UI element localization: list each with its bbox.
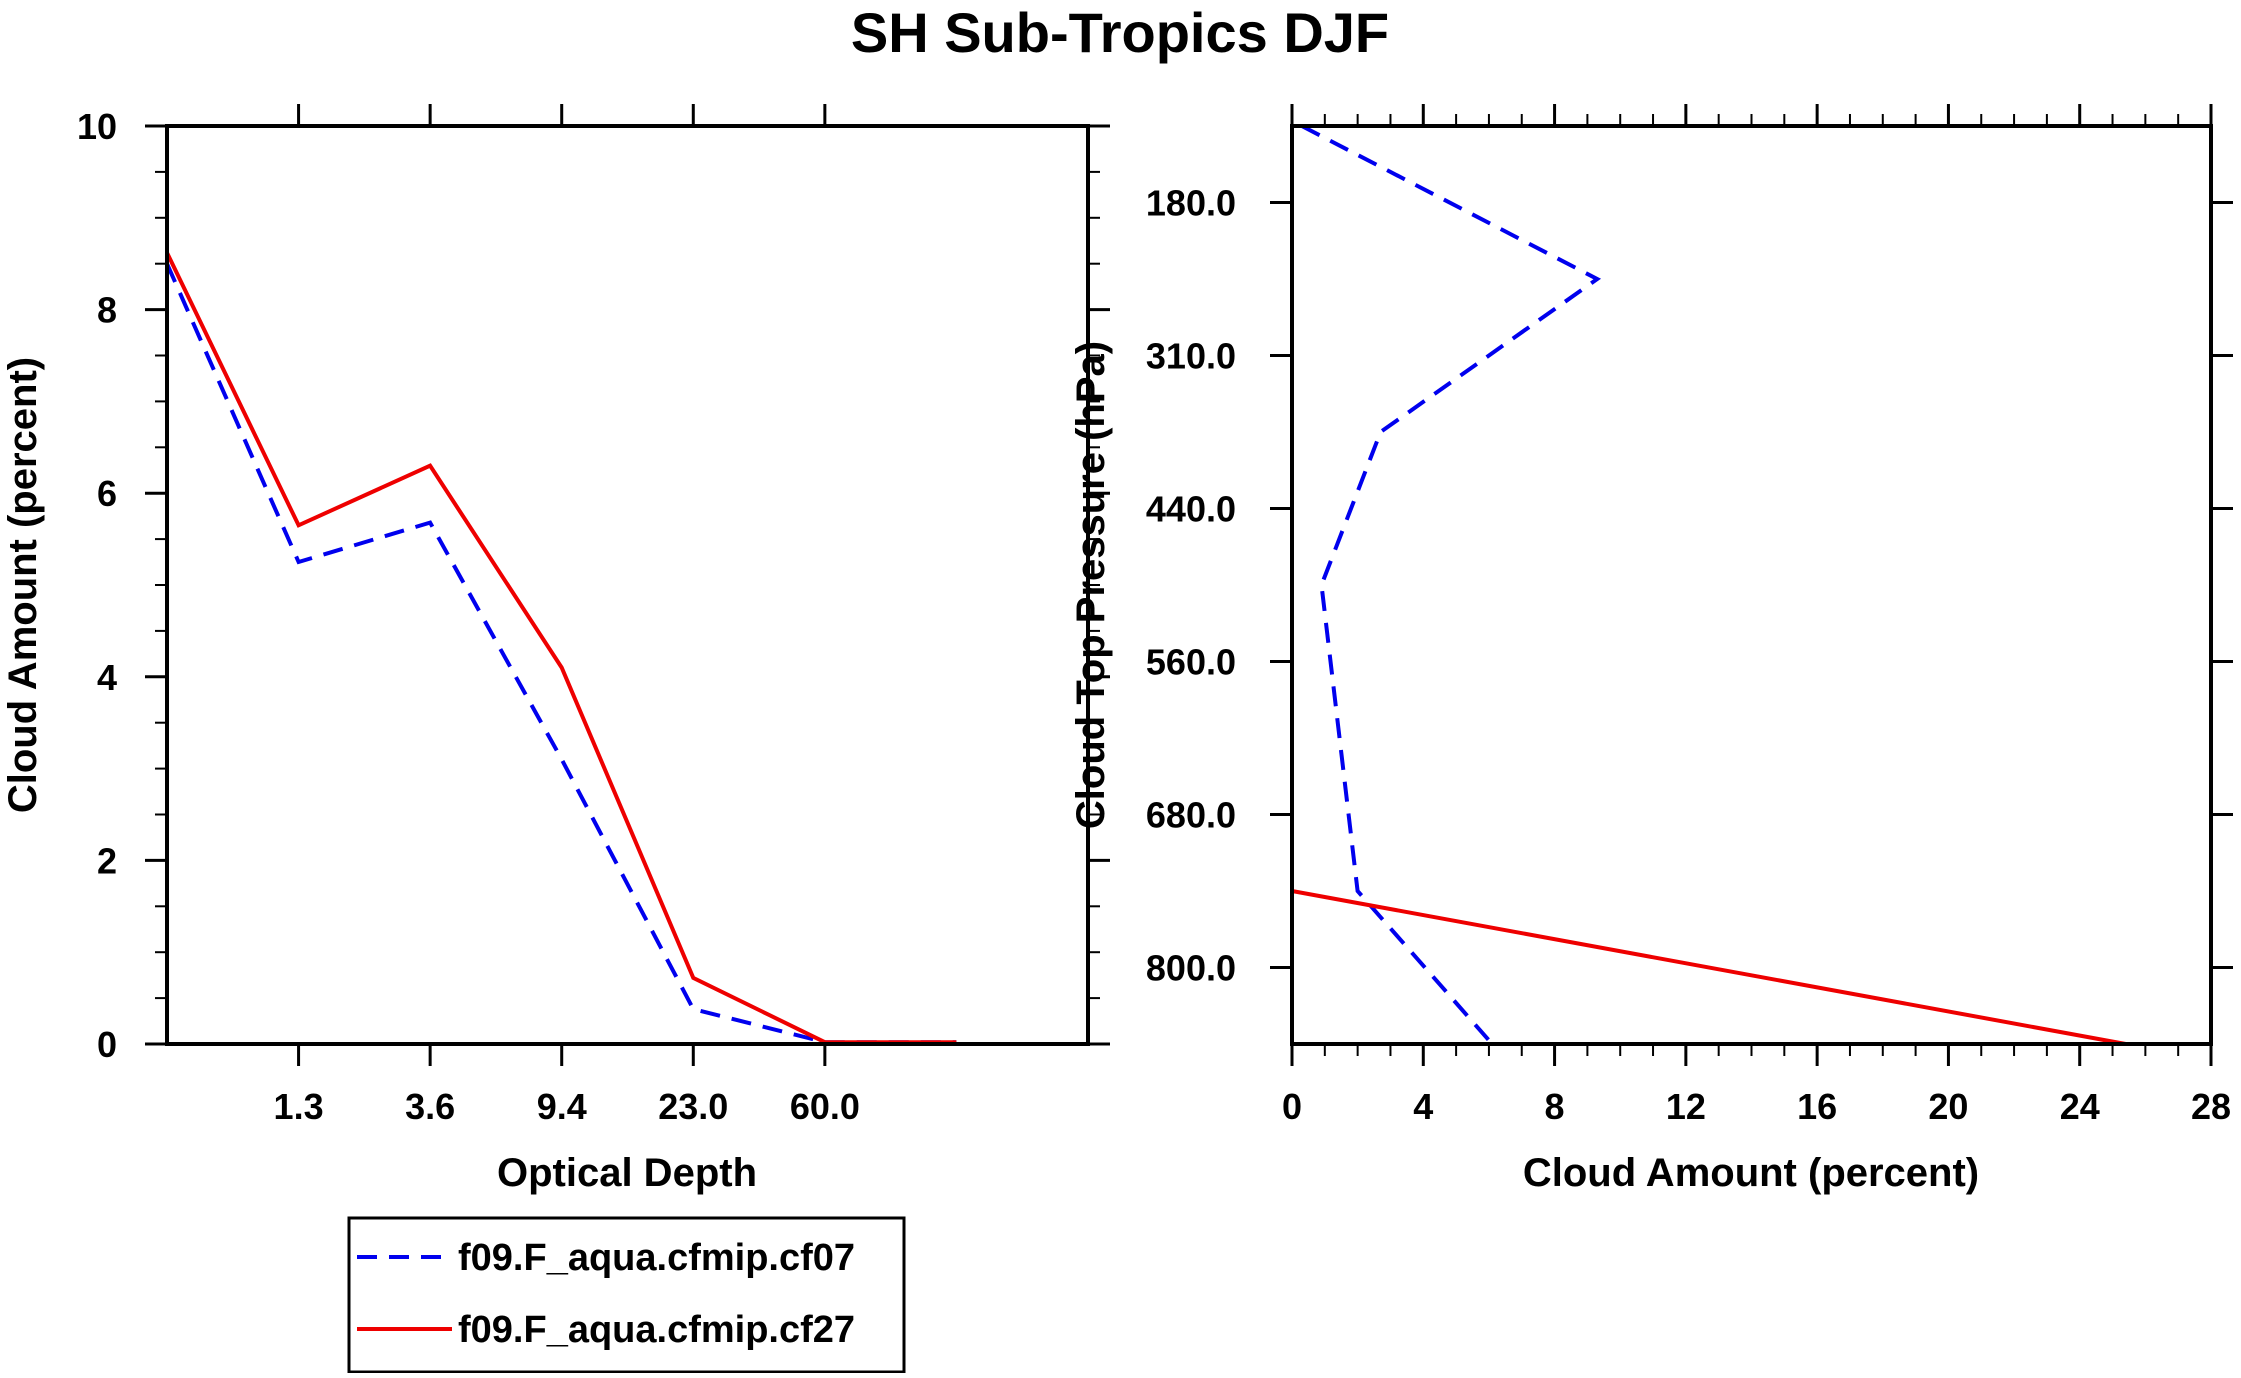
left-y-axis-label: Cloud Amount (percent) bbox=[1, 357, 45, 813]
right-y-tick-label: 180.0 bbox=[1146, 183, 1236, 224]
right-y-tick-label: 310.0 bbox=[1146, 336, 1236, 377]
left-y-tick-label: 10 bbox=[77, 106, 117, 147]
right-panel-tick-labels: 0 4 8 12 16 20 24 28 180.0 310.0 440.0 560.0 680.0 80… bbox=[1146, 183, 2231, 1128]
right-y-tick-label: 680.0 bbox=[1146, 795, 1236, 836]
left-panel-series bbox=[165, 251, 957, 1045]
right-x-tick-label: 16 bbox=[1797, 1086, 1837, 1127]
right-plot-frame bbox=[1290, 124, 2213, 1046]
left-x-tick-label: 3.6 bbox=[405, 1086, 455, 1127]
right-x-tick-label: 24 bbox=[2060, 1086, 2100, 1127]
left-plot-frame bbox=[165, 124, 1090, 1046]
right-y-tick-label: 800.0 bbox=[1146, 948, 1236, 989]
left-panel-ticks bbox=[145, 104, 1110, 1066]
right-x-tick-label: 4 bbox=[1413, 1086, 1433, 1127]
right-series-line-f09.F_aqua.cfmip.cf27 bbox=[1291, 889, 2127, 1046]
legend-box bbox=[347, 1216, 906, 1374]
legend-label-cf07: f09.F_aqua.cfmip.cf07 bbox=[458, 1237, 855, 1279]
left-x-tick-label: 9.4 bbox=[537, 1086, 587, 1127]
right-x-tick-label: 20 bbox=[1928, 1086, 1968, 1127]
legend-label-cf27: f09.F_aqua.cfmip.cf27 bbox=[458, 1309, 855, 1351]
right-y-tick-label: 560.0 bbox=[1146, 642, 1236, 683]
left-panel-tick-labels: 0 2 4 6 8 10 1.3 3.6 9.4 23.0 60.0 bbox=[77, 106, 860, 1127]
right-series-line-f09.F_aqua.cfmip.cf07 bbox=[1300, 124, 1602, 1046]
right-y-tick-label: 440.0 bbox=[1146, 489, 1236, 530]
left-x-tick-label: 23.0 bbox=[658, 1086, 728, 1127]
right-panel: 0 4 8 12 16 20 24 28 180.0 310.0 440.0 560.0 680.0 80… bbox=[1069, 104, 2233, 1195]
legend: f09.F_aqua.cfmip.cf07 f09.F_aqua.cfmip.c… bbox=[347, 1216, 906, 1374]
right-x-tick-label: 0 bbox=[1282, 1086, 1302, 1127]
left-y-tick-label: 8 bbox=[97, 290, 117, 331]
left-x-axis-label: Optical Depth bbox=[497, 1151, 757, 1195]
right-x-tick-label: 28 bbox=[2191, 1086, 2231, 1127]
left-series-line-f09.F_aqua.cfmip.cf07 bbox=[165, 262, 957, 1045]
left-y-tick-label: 4 bbox=[97, 657, 117, 698]
right-y-axis-label: Cloud Top Pressure (hPa) bbox=[1069, 341, 1113, 829]
right-panel-series bbox=[1291, 124, 2127, 1046]
left-panel: 0 2 4 6 8 10 1.3 3.6 9.4 23.0 60.0 Optical Depth C… bbox=[1, 104, 1110, 1195]
left-series-line-f09.F_aqua.cfmip.cf27 bbox=[165, 251, 957, 1045]
right-x-tick-label: 12 bbox=[1666, 1086, 1706, 1127]
left-y-tick-label: 0 bbox=[97, 1024, 117, 1065]
right-x-axis-label: Cloud Amount (percent) bbox=[1523, 1151, 1979, 1195]
left-x-tick-label: 60.0 bbox=[790, 1086, 860, 1127]
right-panel-ticks bbox=[1270, 104, 2233, 1066]
right-x-tick-label: 8 bbox=[1545, 1086, 1565, 1127]
left-y-tick-label: 2 bbox=[97, 840, 117, 881]
chart-title: SH Sub-Tropics DJF bbox=[851, 1, 1389, 64]
left-x-tick-label: 1.3 bbox=[274, 1086, 324, 1127]
left-y-tick-label: 6 bbox=[97, 473, 117, 514]
